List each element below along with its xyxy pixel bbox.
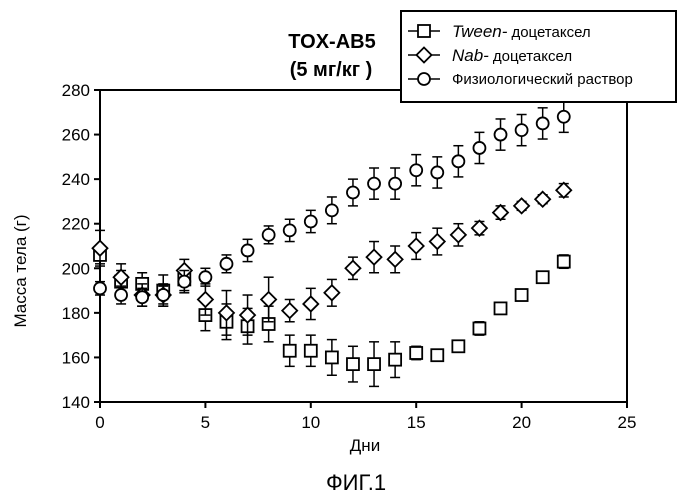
plot-frame	[100, 90, 627, 402]
data-point-circle	[305, 215, 317, 227]
data-point-square	[431, 349, 443, 361]
data-point-circle	[558, 111, 570, 123]
chart-title: TOX-AB5	[288, 31, 375, 53]
x-tick-label: 10	[301, 413, 320, 432]
data-point-square	[389, 354, 401, 366]
data-point-diamond	[367, 250, 382, 265]
y-tick-label: 180	[62, 304, 90, 323]
data-point-diamond	[535, 192, 550, 207]
data-point-diamond	[493, 205, 508, 220]
data-point-square	[347, 358, 359, 370]
data-point-circle	[263, 229, 275, 241]
data-point-square	[537, 271, 549, 283]
data-point-square	[473, 322, 485, 334]
y-tick-label: 240	[62, 170, 90, 189]
legend-series-name: Nab-	[452, 46, 489, 65]
legend-series-suffix: доцетаксел	[493, 48, 572, 65]
data-point-diamond	[345, 261, 360, 276]
x-tick-label: 25	[618, 413, 637, 432]
data-point-diamond	[198, 292, 213, 307]
figure-caption: ФИГ.1	[326, 470, 386, 495]
legend-label: Tween-доцетаксел	[452, 22, 591, 41]
y-tick-label: 260	[62, 126, 90, 145]
data-point-square	[495, 302, 507, 314]
data-point-circle	[410, 164, 422, 176]
data-point-diamond	[261, 292, 276, 307]
legend-label: Физиологический раствор	[452, 71, 633, 88]
x-tick-label: 15	[407, 413, 426, 432]
data-point-circle	[368, 178, 380, 190]
data-point-diamond	[282, 303, 297, 318]
data-point-diamond	[324, 285, 339, 300]
data-point-circle	[157, 289, 169, 301]
y-tick-label: 140	[62, 393, 90, 412]
data-point-circle	[326, 204, 338, 216]
data-point-diamond	[303, 296, 318, 311]
x-tick-label: 20	[512, 413, 531, 432]
legend-series-name: Tween-	[452, 22, 508, 41]
data-point-diamond	[472, 221, 487, 236]
data-point-circle	[389, 178, 401, 190]
data-point-diamond	[430, 234, 445, 249]
data-point-square	[326, 351, 338, 363]
x-axis-label: Дни	[350, 436, 380, 455]
data-point-square	[305, 345, 317, 357]
y-tick-label: 280	[62, 81, 90, 100]
data-point-circle	[516, 124, 528, 136]
data-point-circle	[431, 166, 443, 178]
data-point-circle	[94, 282, 106, 294]
data-point-circle	[220, 258, 232, 270]
data-point-circle	[199, 271, 211, 283]
data-point-circle	[178, 276, 190, 288]
y-tick-label: 160	[62, 348, 90, 367]
data-point-circle	[495, 129, 507, 141]
data-point-circle	[452, 155, 464, 167]
y-tick-label: 220	[62, 215, 90, 234]
y-axis-label: Масса тела (г)	[11, 214, 30, 327]
data-point-diamond	[409, 239, 424, 254]
data-point-square	[452, 340, 464, 352]
data-point-square	[558, 256, 570, 268]
data-point-square	[410, 347, 422, 359]
legend: Tween-доцетакселNab-доцетакселФизиологич…	[401, 11, 676, 102]
data-point-circle	[347, 187, 359, 199]
data-point-circle	[473, 142, 485, 154]
chart-subtitle: (5 мг/кг )	[290, 59, 373, 81]
x-tick-label: 0	[95, 413, 104, 432]
data-point-diamond	[388, 252, 403, 267]
data-point-square	[284, 345, 296, 357]
plot-area	[93, 101, 572, 386]
y-tick-label: 200	[62, 259, 90, 278]
legend-label: Nab-доцетаксел	[452, 46, 572, 65]
data-point-square	[516, 289, 528, 301]
data-point-square	[368, 358, 380, 370]
data-point-diamond	[556, 183, 571, 198]
data-point-circle	[537, 117, 549, 129]
legend-series-suffix: доцетаксел	[511, 24, 590, 41]
series-square	[94, 246, 570, 386]
data-point-circle	[115, 289, 127, 301]
data-point-diamond	[451, 227, 466, 242]
legend-marker-square	[418, 25, 430, 37]
legend-marker-circle	[418, 73, 430, 85]
x-tick-label: 5	[201, 413, 210, 432]
data-point-diamond	[514, 198, 529, 213]
data-point-circle	[242, 244, 254, 256]
data-point-circle	[284, 224, 296, 236]
data-point-circle	[136, 291, 148, 303]
